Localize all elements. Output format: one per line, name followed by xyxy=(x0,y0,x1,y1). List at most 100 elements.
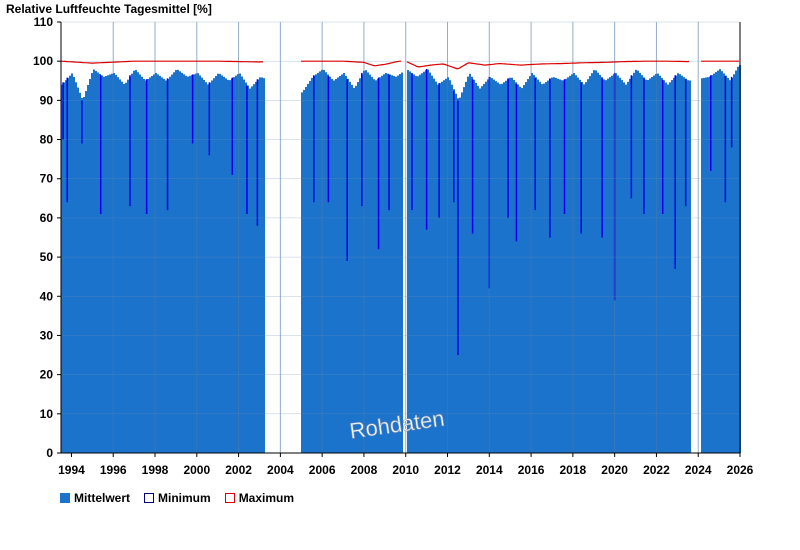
mean-bar xyxy=(585,82,587,453)
mean-bar xyxy=(687,80,689,453)
mean-bar xyxy=(135,70,137,453)
mean-bar xyxy=(437,84,439,454)
mean-bar xyxy=(307,83,309,453)
mean-bar xyxy=(169,76,171,453)
mean-bar xyxy=(73,77,75,454)
mean-bar xyxy=(459,97,461,453)
mean-bar xyxy=(429,72,431,454)
mean-bar xyxy=(661,78,663,454)
mean-bar xyxy=(193,74,195,453)
mean-bar xyxy=(225,78,227,453)
mean-bar xyxy=(511,77,513,453)
mean-bar xyxy=(491,78,493,454)
mean-bar xyxy=(529,76,531,454)
x-tick-label: 2022 xyxy=(643,463,670,477)
mean-bar xyxy=(93,69,95,453)
mean-bar xyxy=(197,73,199,454)
legend-swatch-maximum xyxy=(224,493,235,503)
mean-bar xyxy=(583,84,585,454)
mean-bar xyxy=(231,78,233,453)
mean-bar xyxy=(591,73,593,453)
mean-bar xyxy=(545,82,547,453)
x-tick-label: 1994 xyxy=(58,463,85,477)
mean-bar xyxy=(441,81,443,454)
mean-bar xyxy=(619,77,621,453)
mean-bar xyxy=(725,75,727,454)
mean-bar xyxy=(729,80,731,454)
x-tick-label: 2012 xyxy=(434,463,461,477)
mean-bar xyxy=(709,76,711,453)
mean-bar xyxy=(95,71,97,454)
mean-bar xyxy=(163,78,165,454)
mean-bar xyxy=(571,74,573,454)
mean-bar xyxy=(217,73,219,453)
mean-bar xyxy=(601,77,603,453)
y-tick-label: 30 xyxy=(40,328,54,342)
mean-bar xyxy=(385,72,387,453)
mean-bar xyxy=(187,76,189,453)
mean-bar xyxy=(667,84,669,453)
mean-bar xyxy=(705,77,707,454)
mean-bar xyxy=(183,74,185,454)
mean-bar xyxy=(609,77,611,453)
mean-bar xyxy=(259,77,261,453)
mean-bar xyxy=(631,75,633,453)
mean-bar xyxy=(205,82,207,453)
mean-bar xyxy=(719,69,721,453)
mean-bar xyxy=(253,84,255,454)
mean-bar xyxy=(75,82,77,454)
x-tick-label: 2024 xyxy=(685,463,712,477)
legend-swatch-minimum xyxy=(144,493,155,503)
mean-bar xyxy=(209,82,211,453)
mean-bar xyxy=(123,83,125,453)
mean-bar xyxy=(615,73,617,453)
mean-bar xyxy=(433,78,435,454)
mean-bar xyxy=(419,74,421,454)
y-tick-label: 10 xyxy=(40,407,54,421)
mean-bar xyxy=(723,73,725,453)
legend-item-mittelwert: Mittelwert xyxy=(60,491,130,505)
mean-bar xyxy=(645,79,647,453)
mean-bar xyxy=(473,79,475,454)
mean-bar xyxy=(479,88,481,453)
mean-bar xyxy=(195,73,197,453)
mean-bar xyxy=(229,80,231,453)
mean-bar xyxy=(633,72,635,453)
x-tick-label: 2010 xyxy=(392,463,419,477)
mean-bar xyxy=(397,75,399,453)
mean-bar xyxy=(335,78,337,454)
mean-bar xyxy=(713,73,715,453)
mean-bar xyxy=(475,82,477,454)
mean-bar xyxy=(549,79,551,453)
mean-bar xyxy=(223,76,225,453)
mean-bar xyxy=(675,75,677,453)
y-tick-label: 20 xyxy=(40,368,54,382)
mean-bar xyxy=(167,79,169,454)
mean-bar xyxy=(87,85,89,453)
mean-bar xyxy=(179,71,181,454)
mean-bar xyxy=(411,72,413,454)
mean-bar xyxy=(439,83,441,453)
x-tick-label: 2008 xyxy=(351,463,378,477)
mean-bar xyxy=(357,82,359,453)
mean-bar xyxy=(393,76,395,453)
mean-bar xyxy=(495,81,497,454)
mean-bar xyxy=(443,80,445,453)
mean-bar xyxy=(407,69,409,454)
mean-bar xyxy=(351,84,353,453)
mean-bar xyxy=(487,79,489,454)
mean-bar xyxy=(143,79,145,453)
mean-bar xyxy=(575,75,577,454)
mean-bar xyxy=(181,72,183,454)
mean-bar xyxy=(643,77,645,454)
mean-bar xyxy=(391,75,393,454)
mean-bar xyxy=(659,75,661,453)
mean-bar xyxy=(421,73,423,454)
mean-bar xyxy=(587,79,589,453)
y-tick-label: 50 xyxy=(40,250,54,264)
mean-bar xyxy=(153,74,155,453)
mean-bar xyxy=(635,69,637,454)
mean-bar xyxy=(107,75,109,453)
mean-bar xyxy=(711,75,713,453)
x-tick-label: 2000 xyxy=(183,463,210,477)
